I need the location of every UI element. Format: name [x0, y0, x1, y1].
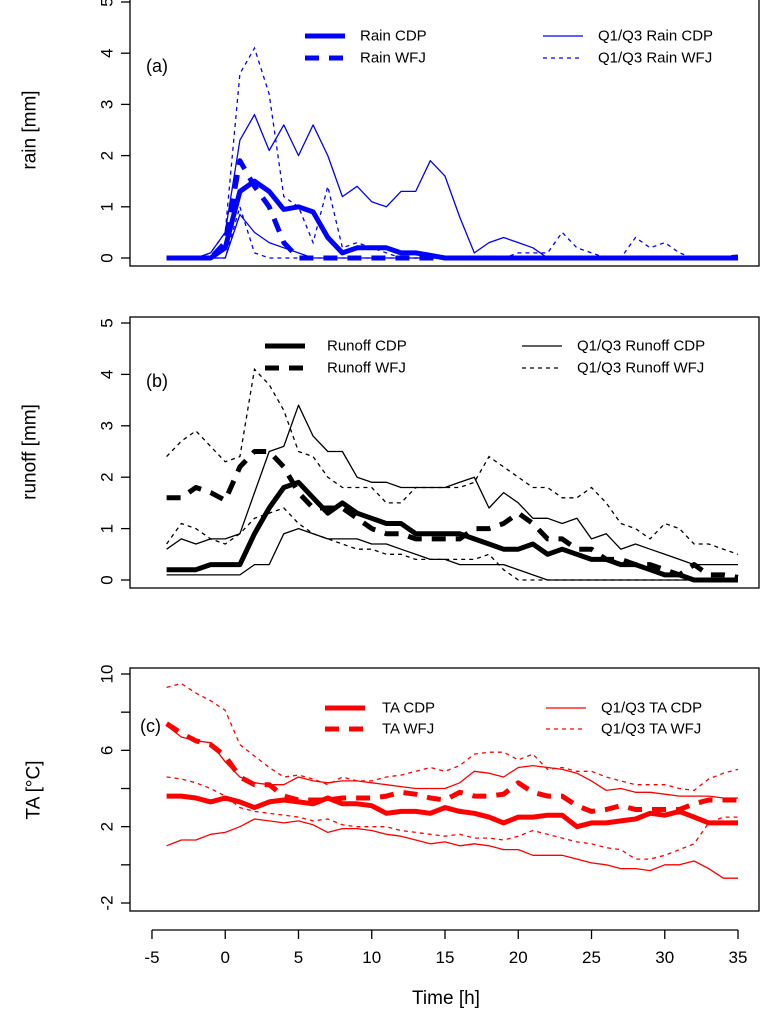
series-ta-cdp: [166, 793, 738, 830]
x-tick-label: 35: [729, 948, 748, 967]
y-tick-label: 0: [98, 575, 117, 584]
panel-tag: (b): [146, 371, 168, 391]
y-axis-title: rain [mm]: [20, 90, 41, 169]
y-tick-label: 2: [98, 472, 117, 481]
y-tick-label: 2: [98, 822, 117, 831]
series-q1-q3-rain-cdp: [166, 213, 738, 259]
series-q1-q3-ta-wfj: [166, 682, 739, 792]
series-runoff-wfj: [166, 449, 739, 580]
y-tick-label: 3: [98, 100, 117, 109]
series-q1-q3-runoff-cdp: [166, 404, 738, 566]
legend: Rain CDP Rain WFJ Q1/Q3 Rain CDP Q1/Q3 Rain…: [305, 28, 713, 67]
legend-label: Q1/Q3 TA WFJ: [601, 721, 701, 738]
y-tick-label: 4: [98, 370, 117, 379]
y-tick-label: 2: [98, 151, 117, 160]
panel-c: -2 2 6 10 TA [°C] (c) TA CDP TA WFJ Q1/Q3 TA CDP…: [24, 665, 760, 912]
x-tick-label: 10: [362, 948, 381, 967]
legend-label: Q1/Q3 Rain WFJ: [598, 50, 712, 67]
panel-a: 0 1 2 3 4 5 rain [mm] (a) Rain CDP Rain WFJ Q1/Q3 …: [20, 0, 760, 267]
series-q1-q3-runoff-wfj: [166, 367, 739, 555]
y-tick-label: 10: [98, 665, 117, 684]
legend-label: Rain CDP: [360, 28, 427, 45]
legend-label: TA CDP: [382, 700, 435, 717]
x-tick-label: 5: [294, 948, 303, 967]
x-tick-label: 20: [509, 948, 528, 967]
legend-label: Q1/Q3 Runoff WFJ: [577, 360, 704, 377]
y-tick-label: -2: [98, 895, 117, 910]
x-axis-title: Time [h]: [412, 988, 480, 1009]
panel-tag: (a): [146, 56, 168, 76]
panel-tag: (c): [140, 716, 161, 736]
legend: Runoff CDP Runoff WFJ Q1/Q3 Runoff CDP Q1/Q…: [265, 338, 705, 377]
y-tick-label: 5: [98, 318, 117, 327]
y-axis-title: TA [°C]: [24, 761, 45, 820]
y-tick-label: 3: [98, 421, 117, 430]
legend: TA CDP TA WFJ Q1/Q3 TA CDP Q1/Q3 TA WFJ: [325, 700, 702, 738]
series-q1-q3-ta-wfj: [166, 776, 738, 860]
series-runoff-cdp: [166, 479, 738, 583]
series-q1-q3-ta-cdp: [166, 818, 738, 879]
series-q1-q3-ta-cdp: [166, 724, 738, 799]
y-tick-label: 6: [98, 746, 117, 755]
legend-label: TA WFJ: [382, 721, 434, 738]
y-axis-title: runoff [mm]: [20, 404, 41, 500]
legend-label: Q1/Q3 TA CDP: [601, 700, 702, 717]
y-tick-label: 4: [98, 48, 117, 57]
plot-frame: [129, 667, 760, 912]
y-tick-label: 0: [98, 253, 117, 262]
x-tick-label: -5: [144, 948, 159, 967]
legend-label: Rain WFJ: [360, 50, 426, 67]
legend-label: Q1/Q3 Runoff CDP: [577, 338, 705, 355]
legend-label: Runoff WFJ: [327, 360, 406, 377]
x-tick-label: 30: [655, 948, 674, 967]
legend-label: Q1/Q3 Rain CDP: [598, 28, 713, 45]
y-tick-label: 1: [98, 524, 117, 533]
y-tick-label: 5: [98, 0, 117, 7]
series-rain-wfj: [166, 158, 739, 261]
x-tick-label: 15: [436, 948, 455, 967]
x-tick-label: 0: [220, 948, 229, 967]
series-ta-wfj: [165, 721, 738, 814]
x-axis: -5 0 5 10 15 20 25 30 35: [144, 929, 748, 967]
plot-frame: [129, 316, 760, 589]
series-q1-q3-rain-wfj: [166, 204, 738, 259]
series-q1-q3-runoff-wfj: [166, 507, 738, 581]
legend-label: Runoff CDP: [327, 338, 407, 355]
y-tick-label: 1: [98, 202, 117, 211]
plot-frame: [129, 0, 760, 267]
x-tick-label: 25: [582, 948, 601, 967]
series-q1-q3-rain-wfj: [166, 46, 738, 259]
panel-b: 0 1 2 3 4 5 runoff [mm] (b) Runoff CDP Runoff WFJ…: [20, 316, 760, 589]
